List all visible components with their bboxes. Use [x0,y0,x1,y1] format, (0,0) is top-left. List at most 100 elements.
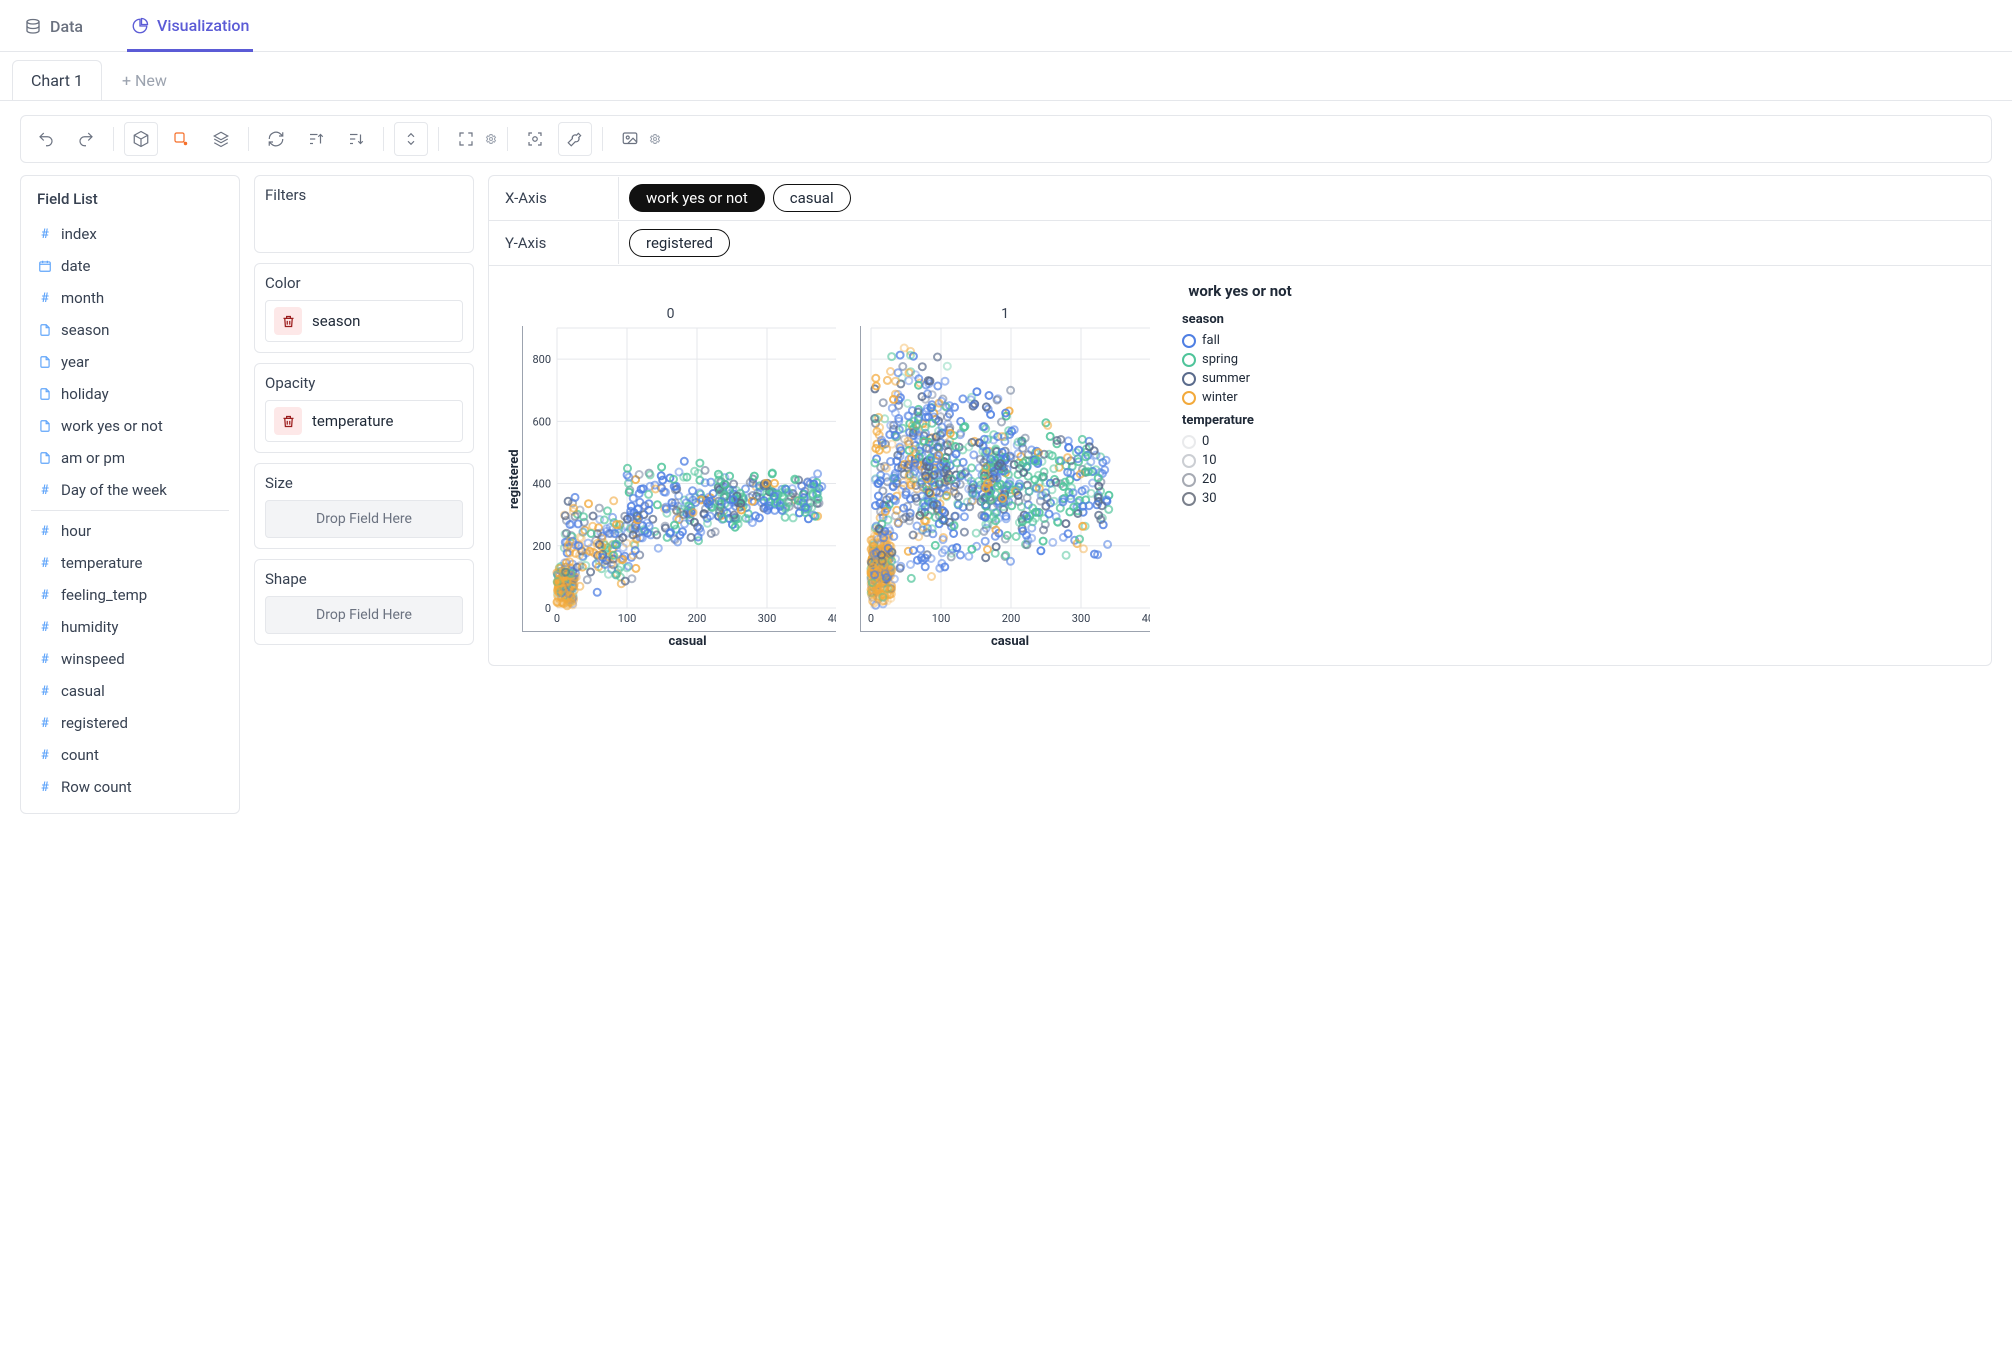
color-shelf[interactable]: Color season [254,263,474,353]
svg-text:600: 600 [532,415,551,428]
legend-item[interactable]: 0 [1182,432,1254,451]
field-item[interactable]: #index [31,218,229,250]
tab-data[interactable]: Data [20,11,87,50]
main: Field List #indexdate#monthseasonyearhol… [0,101,2012,828]
legend-item[interactable]: 20 [1182,470,1254,489]
field-item[interactable]: #hour [31,515,229,547]
svg-text:100: 100 [618,612,637,625]
delete-button[interactable] [274,407,302,435]
legend-item[interactable]: summer [1182,369,1254,388]
gear-icon[interactable] [485,133,497,145]
y-axis-title: registered [505,326,522,632]
layers-button[interactable] [204,122,238,156]
shape-shelf[interactable]: Shape Drop Field Here [254,559,474,645]
fullscreen-button[interactable] [449,122,483,156]
scan-button[interactable] [518,122,552,156]
wrench-button[interactable] [558,122,592,156]
size-shelf[interactable]: Size Drop Field Here [254,463,474,549]
x-axis-row: X-Axis work yes or not casual [488,175,1992,220]
shape-dropzone[interactable]: Drop Field Here [265,596,463,634]
svg-text:300: 300 [1072,612,1091,625]
tab-visualization-label: Visualization [157,16,249,35]
x-pill-facet[interactable]: work yes or not [629,184,765,212]
field-item[interactable]: #temperature [31,547,229,579]
scan-icon [526,130,544,148]
legend-title-color: season [1182,312,1254,327]
field-list-panel: Field List #indexdate#monthseasonyearhol… [20,175,240,814]
cube-button[interactable] [124,122,158,156]
field-item[interactable]: #month [31,282,229,314]
svg-text:400: 400 [1142,612,1150,625]
legend-item[interactable]: 30 [1182,489,1254,508]
field-item[interactable]: date [31,250,229,282]
image-icon [621,130,639,148]
new-chart-button[interactable]: + New [114,61,175,100]
svg-text:800: 800 [532,353,551,366]
chart-tab-bar: Chart 1 + New [0,52,2012,101]
field-item[interactable]: #Row count [31,771,229,803]
field-item[interactable]: year [31,346,229,378]
y-axis-pills[interactable]: registered [619,221,1991,265]
trash-icon [281,414,296,429]
field-item[interactable]: #Day of the week [31,474,229,506]
visualization-canvas: work yes or not 0registered0100200300400… [488,265,1992,666]
undo-button[interactable] [29,122,63,156]
sort-desc-icon [347,130,365,148]
redo-button[interactable] [69,122,103,156]
chart-area: X-Axis work yes or not casual Y-Axis reg… [488,175,1992,666]
wrench-icon [566,130,584,148]
delete-button[interactable] [274,307,302,335]
field-item[interactable]: #feeling_temp [31,579,229,611]
chart-tab[interactable]: Chart 1 [12,60,102,100]
x-axis-title: casual [539,634,836,649]
field-item[interactable]: holiday [31,378,229,410]
field-item[interactable]: am or pm [31,442,229,474]
expand-v-icon [402,130,420,148]
size-dropzone[interactable]: Drop Field Here [265,500,463,538]
field-item[interactable]: #winspeed [31,643,229,675]
facet-panel: 0registered01002003004000200400600800cas… [505,306,836,649]
cube-icon [132,130,150,148]
color-pill[interactable]: season [265,300,463,342]
facet-label: 1 [860,306,1150,322]
gear-icon[interactable] [649,133,661,145]
legend-item[interactable]: winter [1182,388,1254,407]
x-axis-pills[interactable]: work yes or not casual [619,176,1991,220]
field-item[interactable]: #count [31,739,229,771]
image-button[interactable] [613,122,647,156]
opacity-pill[interactable]: temperature [265,400,463,442]
legend-item[interactable]: spring [1182,350,1254,369]
y-pill-measure[interactable]: registered [629,229,730,257]
sort-desc-button[interactable] [339,122,373,156]
field-list-title: Field List [31,186,229,218]
x-axis-title: casual [870,634,1150,649]
expand-v-button[interactable] [394,122,428,156]
trash-icon [281,314,296,329]
facet-panel: 10100200300400casual [860,306,1150,649]
filters-shelf[interactable]: Filters [254,175,474,253]
tab-visualization[interactable]: Visualization [127,10,253,52]
chart-pie-icon [131,17,149,35]
svg-text:300: 300 [758,612,777,625]
mark-button[interactable] [164,122,198,156]
sort-asc-button[interactable] [299,122,333,156]
field-item[interactable]: #registered [31,707,229,739]
legend-item[interactable]: fall [1182,331,1254,350]
legend-title-opacity: temperature [1182,413,1254,428]
svg-text:200: 200 [532,540,551,553]
opacity-shelf[interactable]: Opacity temperature [254,363,474,453]
refresh-button[interactable] [259,122,293,156]
layers-icon [212,130,230,148]
x-pill-measure[interactable]: casual [773,184,851,212]
field-item[interactable]: #humidity [31,611,229,643]
shelves: Filters Color season Opacity temperature [254,175,474,645]
svg-text:100: 100 [932,612,951,625]
field-item[interactable]: #casual [31,675,229,707]
svg-text:400: 400 [532,478,551,491]
svg-text:0: 0 [545,602,551,615]
field-item[interactable]: work yes or not [31,410,229,442]
fullscreen-icon [457,130,475,148]
field-item[interactable]: season [31,314,229,346]
toolbar [20,115,1992,163]
legend-item[interactable]: 10 [1182,451,1254,470]
